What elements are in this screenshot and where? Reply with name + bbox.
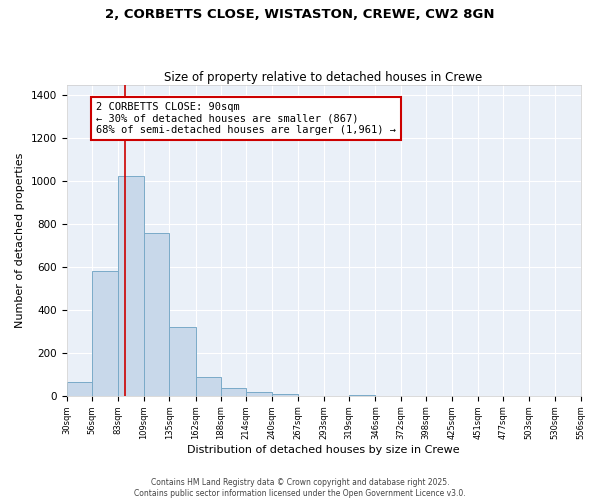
Bar [118, 176, 144, 396]
X-axis label: Distribution of detached houses by size in Crewe: Distribution of detached houses by size … [187, 445, 460, 455]
Bar [92, 272, 118, 396]
Bar [272, 394, 298, 396]
Text: 2 CORBETTS CLOSE: 90sqm
← 30% of detached houses are smaller (867)
68% of semi-d: 2 CORBETTS CLOSE: 90sqm ← 30% of detache… [96, 102, 396, 135]
Title: Size of property relative to detached houses in Crewe: Size of property relative to detached ho… [164, 70, 482, 84]
Bar [169, 327, 196, 396]
Text: 2, CORBETTS CLOSE, WISTASTON, CREWE, CW2 8GN: 2, CORBETTS CLOSE, WISTASTON, CREWE, CW2… [105, 8, 495, 20]
Bar [221, 388, 247, 396]
Text: Contains HM Land Registry data © Crown copyright and database right 2025.
Contai: Contains HM Land Registry data © Crown c… [134, 478, 466, 498]
Bar [247, 392, 272, 396]
Bar [349, 394, 376, 396]
Bar [67, 382, 92, 396]
Bar [196, 377, 221, 396]
Y-axis label: Number of detached properties: Number of detached properties [15, 152, 25, 328]
Bar [144, 232, 169, 396]
